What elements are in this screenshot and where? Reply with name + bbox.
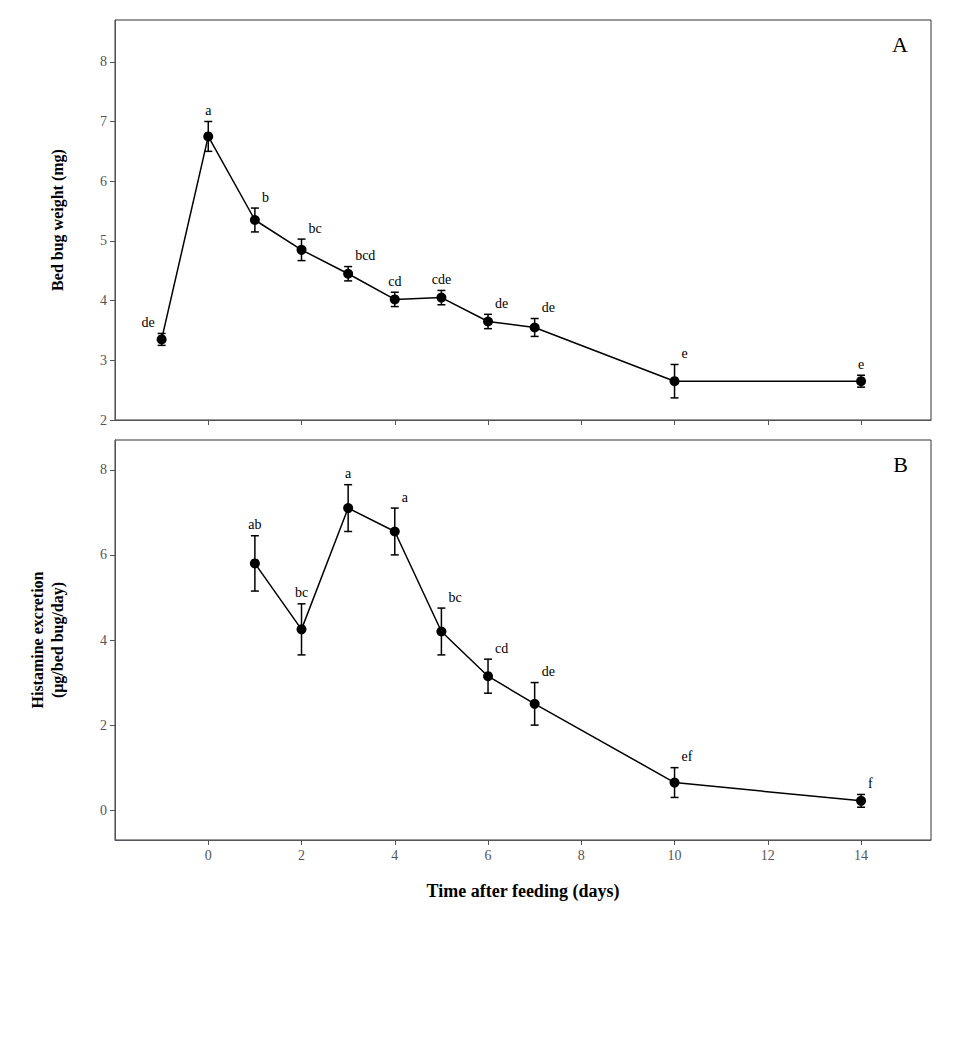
svg-text:0: 0 — [205, 848, 212, 863]
svg-text:6: 6 — [100, 174, 107, 189]
svg-text:4: 4 — [100, 633, 107, 648]
svg-text:2: 2 — [100, 718, 107, 733]
svg-text:a: a — [205, 103, 212, 118]
svg-text:7: 7 — [100, 114, 107, 129]
svg-text:de: de — [542, 664, 555, 679]
svg-text:bc: bc — [295, 585, 308, 600]
svg-text:de: de — [495, 296, 508, 311]
svg-text:de: de — [542, 300, 555, 315]
svg-text:(μg/bed bug/day): (μg/bed bug/day) — [49, 582, 67, 698]
svg-text:bcd: bcd — [355, 248, 375, 263]
svg-text:f: f — [868, 776, 873, 791]
svg-text:3: 3 — [100, 353, 107, 368]
svg-text:de: de — [141, 315, 154, 330]
svg-text:B: B — [893, 452, 908, 477]
svg-text:cd: cd — [495, 641, 508, 656]
svg-text:10: 10 — [668, 848, 682, 863]
svg-text:A: A — [892, 32, 908, 57]
svg-text:e: e — [682, 346, 688, 361]
svg-text:bc: bc — [309, 221, 322, 236]
svg-text:6: 6 — [485, 848, 492, 863]
svg-text:2: 2 — [100, 413, 107, 428]
svg-text:cd: cd — [388, 274, 401, 289]
svg-text:8: 8 — [578, 848, 585, 863]
svg-text:b: b — [262, 190, 269, 205]
svg-text:a: a — [345, 466, 352, 481]
svg-text:0: 0 — [100, 803, 107, 818]
svg-text:e: e — [858, 357, 864, 372]
svg-text:12: 12 — [761, 848, 775, 863]
svg-text:14: 14 — [854, 848, 868, 863]
svg-text:cde: cde — [432, 272, 451, 287]
svg-text:bc: bc — [448, 590, 461, 605]
svg-text:Histamine excretion: Histamine excretion — [29, 571, 46, 708]
svg-text:8: 8 — [100, 54, 107, 69]
svg-text:8: 8 — [100, 462, 107, 477]
svg-text:2: 2 — [298, 848, 305, 863]
svg-text:5: 5 — [100, 233, 107, 248]
svg-text:Time after feeding (days): Time after feeding (days) — [427, 881, 620, 902]
svg-text:ab: ab — [248, 517, 261, 532]
svg-text:4: 4 — [391, 848, 398, 863]
svg-text:6: 6 — [100, 547, 107, 562]
svg-text:Bed bug weight (mg): Bed bug weight (mg) — [49, 149, 67, 291]
svg-text:4: 4 — [100, 293, 107, 308]
svg-text:a: a — [402, 490, 409, 505]
svg-text:ef: ef — [682, 749, 693, 764]
